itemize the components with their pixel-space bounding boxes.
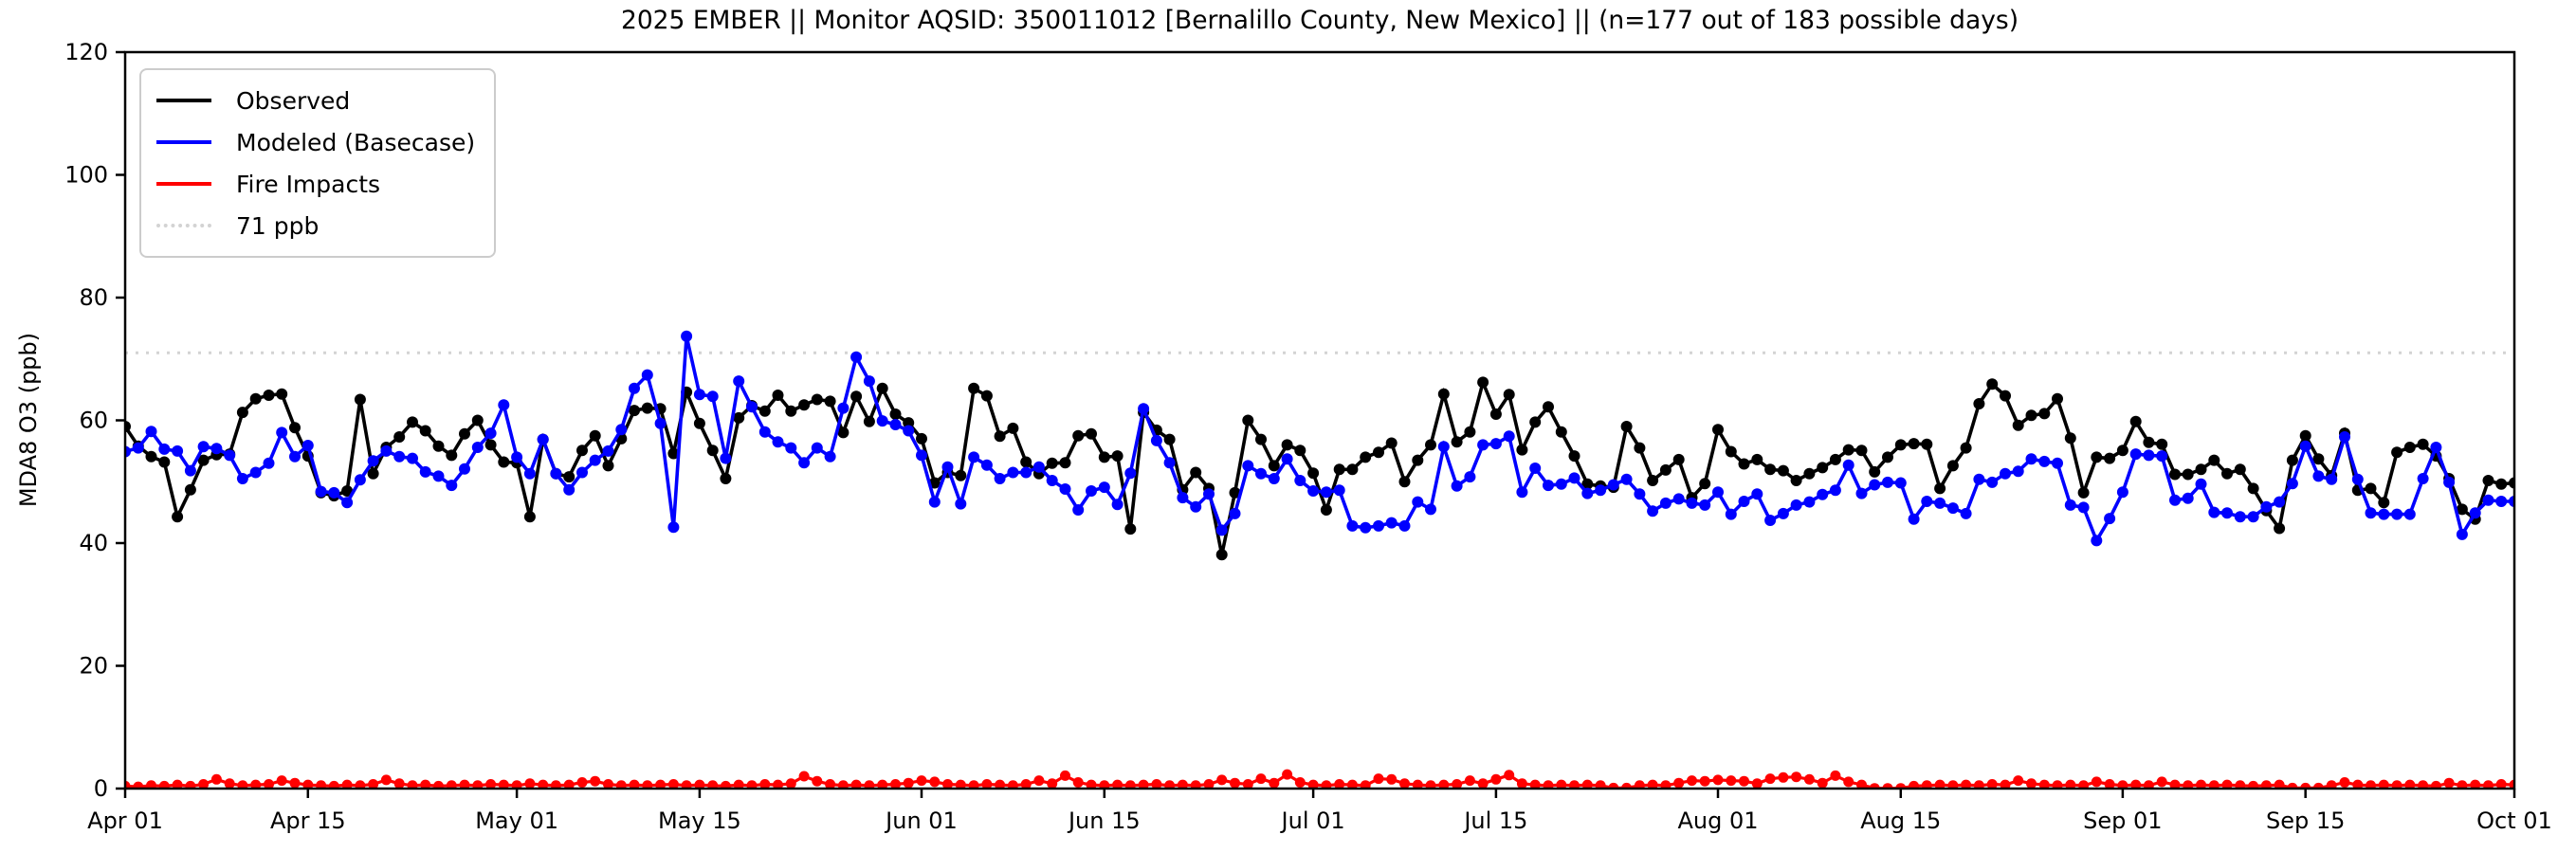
legend-item-observed: Observed (156, 80, 475, 121)
svg-text:Jul 01: Jul 01 (1280, 808, 1345, 834)
svg-text:Jun 15: Jun 15 (1067, 808, 1141, 834)
svg-text:120: 120 (64, 39, 108, 65)
svg-text:May 15: May 15 (658, 808, 741, 834)
series-modeled-basecase- (125, 330, 2514, 547)
svg-text:0: 0 (94, 775, 108, 802)
legend-label: 71 ppb (236, 211, 320, 240)
svg-text:100: 100 (64, 162, 108, 189)
x-axis-ticks: Apr 01 Apr 15 May 01 May 15 Jun 01 Jun 15 Jul … (87, 789, 2552, 834)
y-axis-ticks: 0 20 40 60 80 100 120 (64, 39, 125, 802)
legend-item-71-ppb: 71 ppb (156, 205, 475, 246)
legend-line-sample (156, 224, 211, 227)
svg-text:Aug 01: Aug 01 (1677, 808, 1758, 834)
svg-text:Oct 01: Oct 01 (2476, 808, 2552, 834)
svg-text:Apr 01: Apr 01 (87, 808, 163, 834)
svg-text:May 01: May 01 (475, 808, 558, 834)
plot-title: 2025 EMBER || Monitor AQSID: 350011012 [… (620, 6, 2019, 35)
svg-text:80: 80 (79, 284, 108, 311)
svg-text:Aug 15: Aug 15 (1860, 808, 1941, 834)
series-fire-impacts (125, 769, 2514, 789)
svg-text:Sep 01: Sep 01 (2083, 808, 2162, 834)
svg-text:Sep 15: Sep 15 (2266, 808, 2345, 834)
series-observed (125, 376, 2514, 561)
legend-item-fire-impacts: Fire Impacts (156, 163, 475, 205)
legend-label: Modeled (Basecase) (236, 128, 476, 156)
legend-label: Observed (236, 86, 351, 115)
legend-item-modeled-basecase-: Modeled (Basecase) (156, 121, 475, 163)
legend-line-sample (156, 140, 211, 144)
legend-line-sample (156, 99, 211, 102)
legend-line-sample (156, 182, 211, 186)
svg-text:20: 20 (79, 653, 108, 680)
legend: Observed Modeled (Basecase) Fire Impacts 71… (139, 68, 497, 258)
svg-text:Jun 01: Jun 01 (884, 808, 958, 834)
legend-label: Fire Impacts (236, 170, 381, 198)
svg-text:40: 40 (79, 530, 108, 556)
svg-text:Jul 15: Jul 15 (1462, 808, 1527, 834)
svg-text:60: 60 (79, 408, 108, 434)
svg-text:Apr 15: Apr 15 (270, 808, 346, 834)
